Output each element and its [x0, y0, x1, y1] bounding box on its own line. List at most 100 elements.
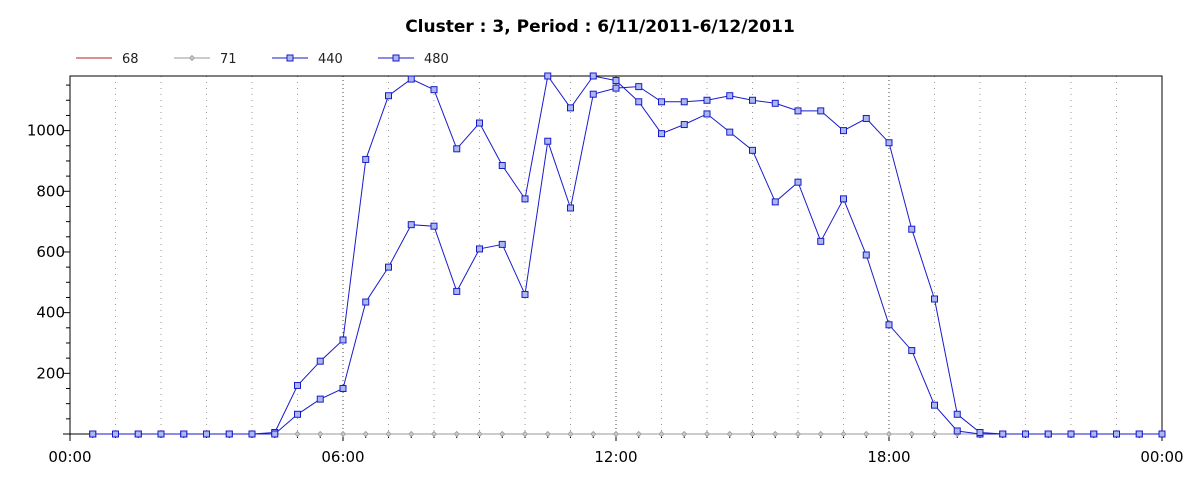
data-point	[908, 347, 916, 355]
data-point	[726, 128, 734, 136]
x-tick-label: 00:00	[1140, 448, 1183, 466]
legend-label: 71	[220, 52, 237, 67]
data-point	[316, 395, 324, 403]
data-point	[476, 119, 483, 127]
series-line	[92, 86, 1162, 435]
data-point	[726, 92, 734, 100]
data-point	[680, 121, 688, 129]
y-tick-label: 800	[36, 182, 65, 200]
x-tick-label: 06:00	[321, 448, 364, 466]
data-point	[430, 86, 438, 94]
data-point	[635, 430, 642, 438]
data-point	[157, 430, 165, 438]
data-point	[339, 384, 347, 392]
y-tick-label: 400	[36, 304, 65, 322]
data-point	[863, 430, 870, 438]
data-point	[658, 430, 665, 438]
data-point	[453, 287, 461, 295]
data-point	[885, 321, 893, 329]
axes: 00:00 06:00 12:00 18:00 00:00 200 400 600 800 100…	[27, 84, 1184, 466]
data-point	[1135, 430, 1143, 438]
data-point	[794, 178, 802, 186]
data-point	[339, 430, 347, 438]
data-point	[362, 430, 369, 438]
data-point	[976, 428, 984, 436]
data-point	[134, 430, 142, 438]
x-tick-label: 12:00	[594, 448, 637, 466]
data-point	[339, 336, 347, 344]
data-point	[453, 145, 461, 153]
legend-label: 440	[318, 52, 343, 67]
data-point	[544, 430, 551, 438]
data-point	[499, 430, 506, 438]
data-point	[225, 430, 233, 438]
legend-item: 440	[272, 52, 343, 67]
data-point	[862, 114, 870, 122]
data-point	[703, 96, 711, 104]
grid	[115, 76, 1117, 434]
data-point	[680, 98, 688, 106]
data-point	[840, 195, 847, 203]
data-point	[999, 430, 1007, 438]
data-point	[908, 225, 916, 233]
data-point	[567, 430, 574, 438]
data-point	[862, 251, 870, 259]
legend-marker	[392, 54, 400, 62]
data-point	[567, 204, 574, 212]
x-tick-label: 00:00	[48, 448, 91, 466]
data-point	[521, 290, 529, 298]
data-point	[612, 430, 620, 438]
data-point	[544, 72, 552, 80]
series-480	[89, 83, 1166, 438]
data-point	[658, 130, 665, 138]
data-point	[294, 430, 301, 438]
data-point	[635, 83, 643, 91]
data-point	[407, 221, 415, 229]
legend-marker	[286, 54, 294, 62]
data-point	[203, 430, 210, 438]
legend-label: 68	[122, 52, 139, 67]
data-point	[1090, 430, 1098, 438]
data-point	[908, 430, 915, 438]
data-point	[385, 92, 392, 100]
data-point	[1067, 430, 1075, 438]
data-point	[476, 430, 483, 438]
data-point	[589, 90, 597, 98]
data-point	[931, 430, 938, 438]
data-point	[794, 107, 802, 115]
data-point	[840, 430, 847, 438]
data-point	[498, 162, 506, 169]
data-point	[681, 430, 688, 438]
legend-label: 480	[424, 52, 449, 67]
data-point	[1022, 430, 1029, 438]
data-point	[544, 137, 552, 145]
data-point	[885, 430, 893, 438]
data-point	[385, 263, 392, 271]
data-point	[771, 99, 779, 107]
data-point	[248, 430, 256, 438]
data-point	[271, 430, 279, 438]
data-point	[567, 104, 574, 112]
data-point	[498, 240, 506, 248]
data-point	[726, 430, 733, 438]
data-point	[89, 430, 97, 438]
data-point	[476, 245, 483, 253]
data-point	[180, 430, 188, 438]
legend-marker	[188, 54, 196, 62]
data-point	[931, 401, 938, 409]
data-point	[453, 430, 460, 438]
data-point	[112, 430, 119, 438]
data-point	[294, 381, 301, 389]
data-point	[1158, 430, 1166, 438]
y-tick-label: 1000	[27, 122, 65, 140]
series-line	[92, 74, 1162, 435]
data-point	[430, 222, 438, 230]
data-point	[362, 155, 370, 163]
x-tick-label: 18:00	[867, 448, 910, 466]
data-point	[658, 98, 665, 106]
data-point	[703, 430, 711, 438]
data-point	[794, 430, 802, 438]
data-point	[521, 195, 529, 203]
chart-title: Cluster : 3, Period : 6/11/2011-6/12/201…	[405, 17, 795, 37]
legend-item: 68	[76, 52, 139, 67]
